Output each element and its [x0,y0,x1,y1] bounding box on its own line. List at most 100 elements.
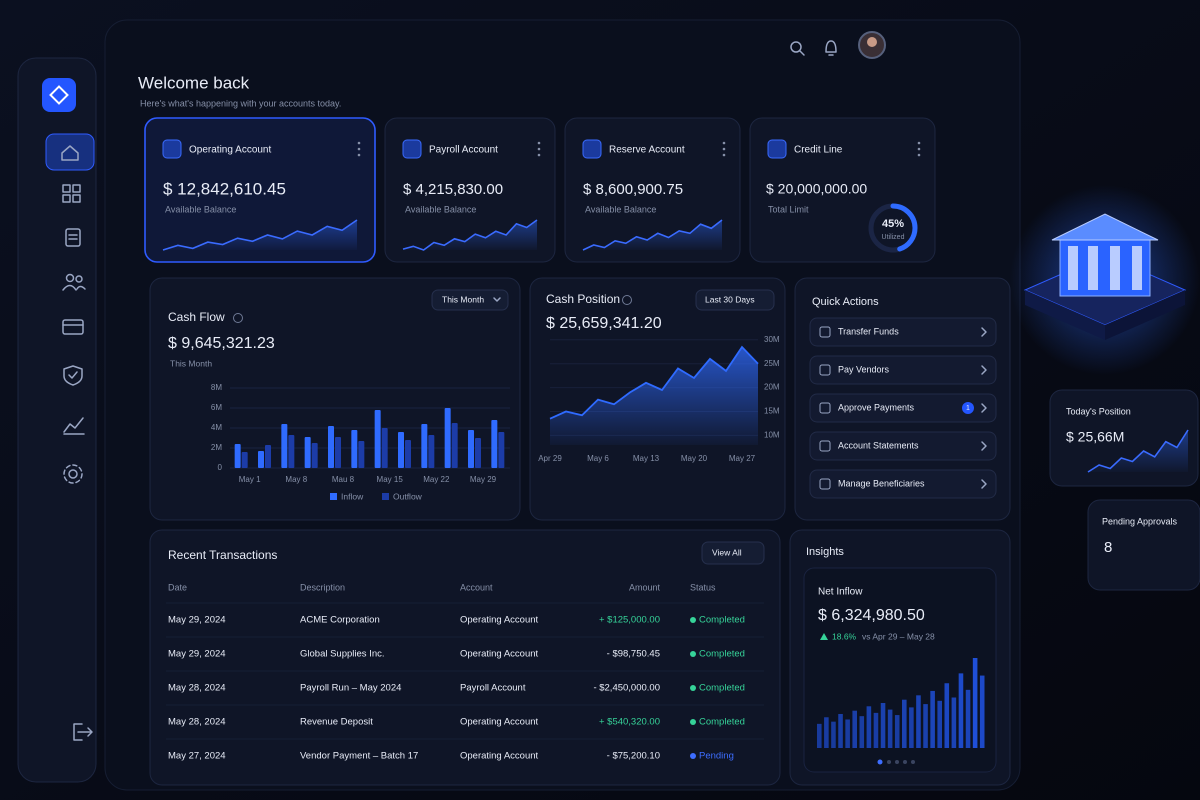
bar [405,440,411,468]
cell-description: Payroll Run – May 2024 [300,683,401,694]
y-tick-label: 6M [211,403,222,412]
column-header: Date [168,582,187,592]
credit-balance: $ 20,000,000.00 [766,181,867,197]
nav-security[interactable] [63,365,83,386]
quick-action[interactable] [809,393,997,423]
cell-amount: - $2,450,000.00 [593,683,660,694]
bar [491,420,498,468]
insight-bar [916,695,921,748]
account-balance: $ 8,600,900.75 [583,181,683,198]
x-tick-label: May 27 [729,454,756,463]
cell-date: May 28, 2024 [168,683,226,694]
quick-action-icon [819,326,831,338]
insight-bar [817,723,822,748]
cash-position-chart: 10M 15M 20M 25M 30M Apr 29 May 6 May 13 May 20 Ma… [538,335,780,463]
view-all-button[interactable] [701,541,765,565]
logo-mark [49,85,69,105]
info-icon [622,295,632,305]
x-tick-label: May 15 [377,475,404,484]
account-icon [582,139,602,159]
cell-description: Revenue Deposit [300,717,373,728]
account-name: Operating Account [189,145,271,156]
gauge-value: 45% [882,218,904,230]
nav-logout[interactable] [73,723,93,741]
account-balance: $ 4,215,830.00 [403,181,503,198]
nav-reports[interactable] [63,417,85,435]
info-icon [233,313,243,323]
trend-line [1087,429,1189,473]
nav-settings[interactable] [63,464,83,484]
trend-line [582,219,723,251]
logo[interactable] [42,78,76,112]
credit-menu[interactable] [917,141,921,157]
cell-date: May 29, 2024 [168,615,226,626]
notifications-button[interactable] [825,40,837,56]
trend-area [163,220,357,250]
account-name: Payroll Account [429,145,498,156]
credit-line-card[interactable] [749,117,936,263]
cell-account: Operating Account [460,649,539,660]
menu-dot [722,147,726,151]
today-position-title: Today's Position [1066,406,1131,416]
quick-action-label: Approve Payments [838,402,915,412]
nav-home[interactable] [45,133,95,171]
carousel-dots[interactable] [877,759,916,765]
menu-dot [357,147,361,151]
insights-metric: Net Inflow [818,587,863,598]
cash-flow-title: Cash Flow [168,310,225,324]
bar [351,430,358,468]
bar [234,444,241,468]
pending-approvals-card [1087,499,1200,591]
y-tick-label: 25M [764,359,780,368]
quick-action-icon [819,402,831,414]
account-balance-label: Available Balance [405,204,476,214]
y-tick-label: 20M [764,383,780,392]
credit-icon [767,139,787,159]
nav-users[interactable] [62,273,86,291]
x-tick-label: Mau 8 [332,475,355,484]
x-tick-label: May 6 [587,454,609,463]
insight-bar [937,700,942,748]
bar [281,424,288,468]
account-card[interactable] [384,117,556,263]
quick-action[interactable] [809,469,997,499]
account-card[interactable] [144,117,376,263]
status-dot [690,719,696,725]
bar [265,445,271,468]
menu-dot [722,141,726,145]
nav-grid[interactable] [62,184,81,203]
chevron [981,365,987,375]
insights-title: Insights [806,546,844,558]
bar [311,443,318,468]
y-tick-label: 0 [218,463,223,472]
search-button[interactable] [790,41,805,56]
account-balance-label: Available Balance [165,204,236,214]
bar [328,426,334,468]
quick-action[interactable] [809,431,997,461]
nav-documents[interactable] [65,228,81,247]
nav-cards[interactable] [62,319,84,335]
bar [398,432,404,468]
column-header: Status [690,582,716,592]
transactions-title: Recent Transactions [168,548,277,562]
bar [451,423,458,468]
legend-swatch [382,493,389,500]
account-card[interactable] [564,117,741,263]
line [549,345,759,420]
dropdown-chevron [493,297,501,302]
cell-amount: + $540,320.00 [599,717,660,728]
bar [241,452,248,468]
cell-account: Operating Account [460,751,539,762]
bar [335,437,341,468]
chevron [981,327,987,337]
cash-flow-period-dropdown[interactable] [431,289,509,311]
cash-position-period-dropdown[interactable] [695,289,775,311]
quick-action-label: Transfer Funds [838,326,899,336]
insight-bar [873,712,879,748]
quick-action[interactable] [809,355,997,385]
insight-bar [838,713,843,748]
quick-action[interactable] [809,317,997,347]
column-header: Account [460,582,493,592]
